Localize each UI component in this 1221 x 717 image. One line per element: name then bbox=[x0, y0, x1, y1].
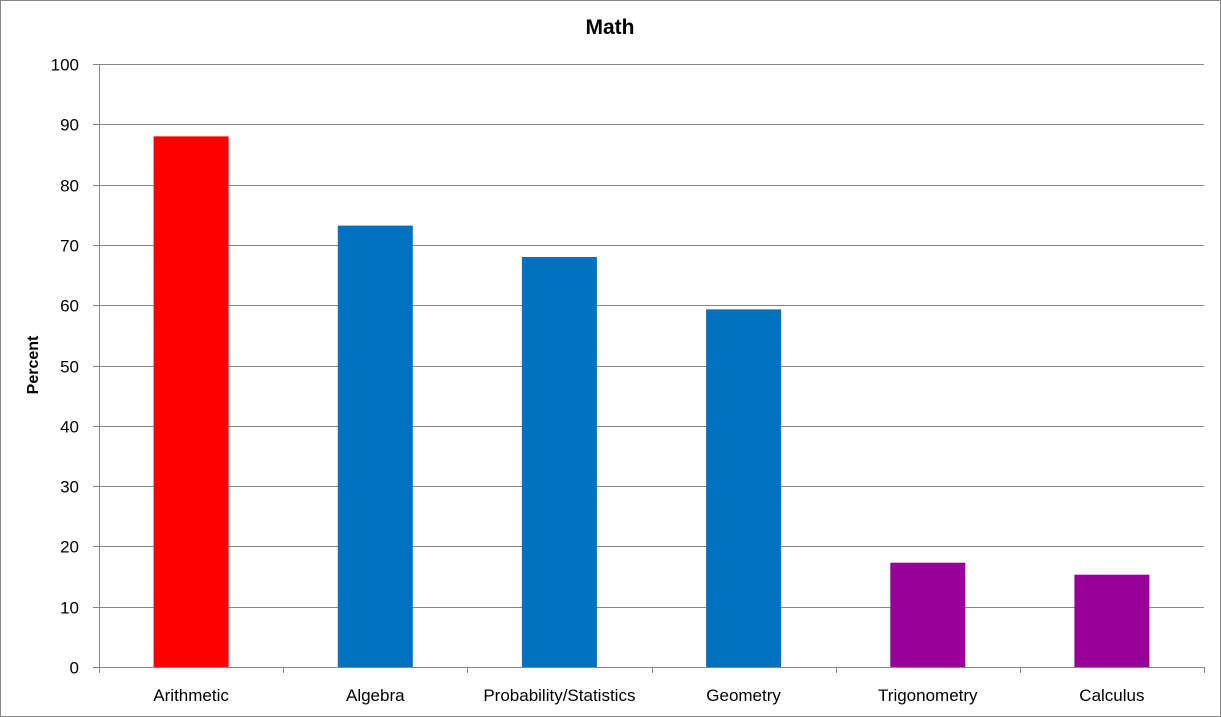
y-tick-label: 60 bbox=[60, 297, 79, 316]
gridlines bbox=[99, 64, 1204, 608]
bar-probability-statistics bbox=[521, 257, 597, 667]
y-tick-label: 100 bbox=[51, 56, 79, 75]
y-axis-label: Percent bbox=[25, 335, 42, 394]
x-category-label: Probability/Statistics bbox=[483, 686, 635, 705]
y-tick-labels: 0 10 20 30 40 50 60 70 80 90 100 bbox=[51, 56, 79, 678]
chart-title: Math bbox=[586, 16, 635, 39]
bar-calculus bbox=[1074, 574, 1150, 667]
bar-geometry bbox=[706, 309, 782, 667]
x-category-label: Geometry bbox=[706, 686, 781, 705]
y-tick-label: 20 bbox=[60, 538, 79, 557]
y-tick-label: 10 bbox=[60, 599, 79, 618]
x-category-label: Algebra bbox=[346, 686, 405, 705]
x-category-label: Calculus bbox=[1079, 686, 1144, 705]
bar-algebra bbox=[337, 225, 413, 667]
y-tick-label: 90 bbox=[60, 116, 79, 135]
y-tick-label: 70 bbox=[60, 237, 79, 256]
y-tick-label: 80 bbox=[60, 177, 79, 196]
bar-arithmetic bbox=[153, 136, 229, 667]
x-category-labels: Arithmetic Algebra Probability/Statistics G… bbox=[153, 686, 1144, 705]
x-category-label: Trigonometry bbox=[878, 686, 978, 705]
y-tick-label: 30 bbox=[60, 478, 79, 497]
bars bbox=[153, 136, 1150, 667]
bar-trigonometry bbox=[890, 562, 966, 667]
y-tick-label: 50 bbox=[60, 358, 79, 377]
y-tick-label: 0 bbox=[70, 659, 79, 678]
y-tick-label: 40 bbox=[60, 418, 79, 437]
x-category-label: Arithmetic bbox=[153, 686, 229, 705]
axes bbox=[93, 64, 1205, 673]
